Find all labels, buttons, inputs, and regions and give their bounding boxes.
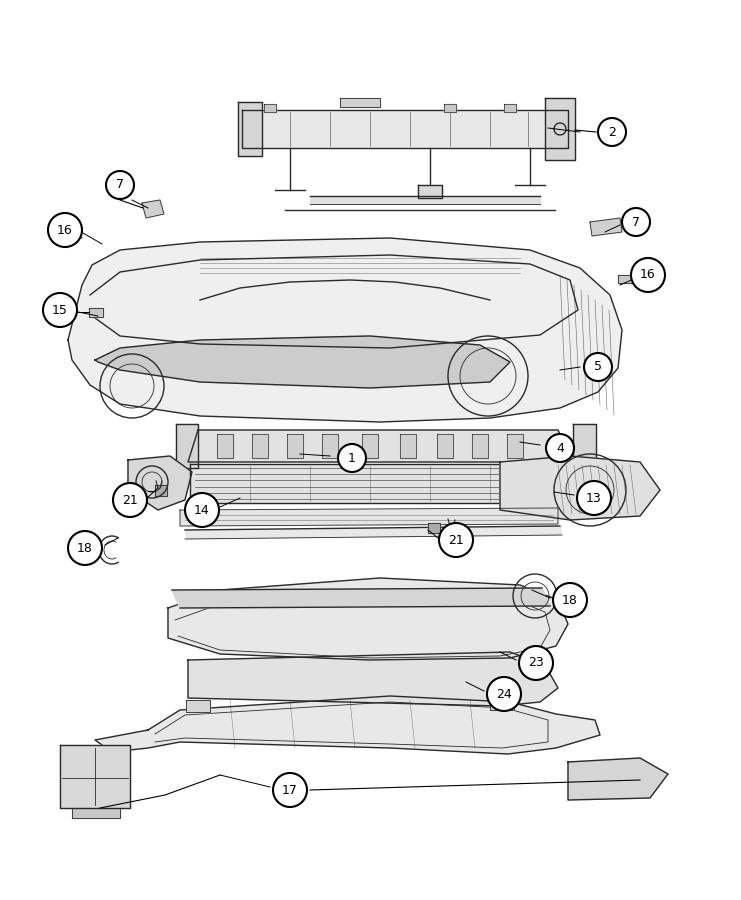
- Polygon shape: [68, 238, 622, 422]
- Polygon shape: [618, 275, 632, 283]
- Text: 15: 15: [52, 303, 68, 317]
- Circle shape: [48, 213, 82, 247]
- Polygon shape: [185, 526, 562, 539]
- Text: 5: 5: [594, 361, 602, 374]
- Text: 7: 7: [116, 178, 124, 192]
- Polygon shape: [490, 698, 514, 710]
- Polygon shape: [504, 104, 516, 112]
- Polygon shape: [142, 200, 164, 218]
- Circle shape: [546, 434, 574, 462]
- Circle shape: [622, 208, 650, 236]
- Polygon shape: [437, 434, 453, 458]
- Polygon shape: [242, 110, 568, 148]
- Text: 1: 1: [348, 452, 356, 464]
- Circle shape: [439, 523, 473, 557]
- Polygon shape: [95, 696, 600, 754]
- Text: 16: 16: [640, 268, 656, 282]
- Text: 7: 7: [632, 215, 640, 229]
- Circle shape: [487, 677, 521, 711]
- Polygon shape: [472, 434, 488, 458]
- Polygon shape: [264, 104, 276, 112]
- Polygon shape: [188, 652, 558, 706]
- Polygon shape: [95, 336, 510, 388]
- Text: 2: 2: [608, 125, 616, 139]
- Polygon shape: [128, 456, 192, 510]
- Polygon shape: [573, 424, 596, 468]
- Polygon shape: [168, 578, 568, 660]
- Polygon shape: [72, 808, 120, 818]
- Text: 13: 13: [586, 491, 602, 505]
- Text: 4: 4: [556, 442, 564, 454]
- Text: 14: 14: [194, 503, 210, 517]
- Polygon shape: [428, 523, 440, 533]
- Polygon shape: [180, 508, 558, 526]
- Polygon shape: [340, 98, 380, 107]
- Text: 21: 21: [448, 534, 464, 546]
- Polygon shape: [155, 485, 167, 496]
- Circle shape: [106, 171, 134, 199]
- Circle shape: [519, 646, 553, 680]
- Circle shape: [631, 258, 665, 292]
- Polygon shape: [217, 434, 233, 458]
- Circle shape: [273, 773, 307, 807]
- Text: 17: 17: [282, 784, 298, 796]
- Circle shape: [43, 293, 77, 327]
- Polygon shape: [89, 308, 103, 317]
- Polygon shape: [310, 196, 540, 204]
- Polygon shape: [252, 434, 268, 458]
- Text: 18: 18: [77, 542, 93, 554]
- Polygon shape: [287, 434, 303, 458]
- Polygon shape: [60, 745, 130, 808]
- Polygon shape: [56, 227, 70, 236]
- Text: 24: 24: [496, 688, 512, 700]
- Polygon shape: [568, 758, 668, 800]
- Circle shape: [68, 531, 102, 565]
- Polygon shape: [418, 185, 442, 198]
- Polygon shape: [322, 434, 338, 458]
- Text: 18: 18: [562, 593, 578, 607]
- Text: 23: 23: [528, 656, 544, 670]
- Polygon shape: [188, 430, 573, 462]
- Circle shape: [553, 583, 587, 617]
- Polygon shape: [186, 700, 210, 712]
- Polygon shape: [176, 424, 198, 468]
- Circle shape: [338, 444, 366, 472]
- Polygon shape: [507, 434, 523, 458]
- Polygon shape: [190, 464, 550, 503]
- Text: 16: 16: [57, 223, 73, 237]
- Polygon shape: [590, 218, 622, 236]
- Circle shape: [577, 481, 611, 515]
- Polygon shape: [172, 588, 550, 608]
- Circle shape: [113, 483, 147, 517]
- Polygon shape: [362, 434, 378, 458]
- Circle shape: [584, 353, 612, 381]
- Polygon shape: [500, 456, 660, 520]
- Polygon shape: [545, 98, 575, 160]
- Polygon shape: [444, 104, 456, 112]
- Polygon shape: [238, 102, 262, 156]
- Circle shape: [598, 118, 626, 146]
- Text: 21: 21: [122, 493, 138, 507]
- Circle shape: [185, 493, 219, 527]
- Polygon shape: [400, 434, 416, 458]
